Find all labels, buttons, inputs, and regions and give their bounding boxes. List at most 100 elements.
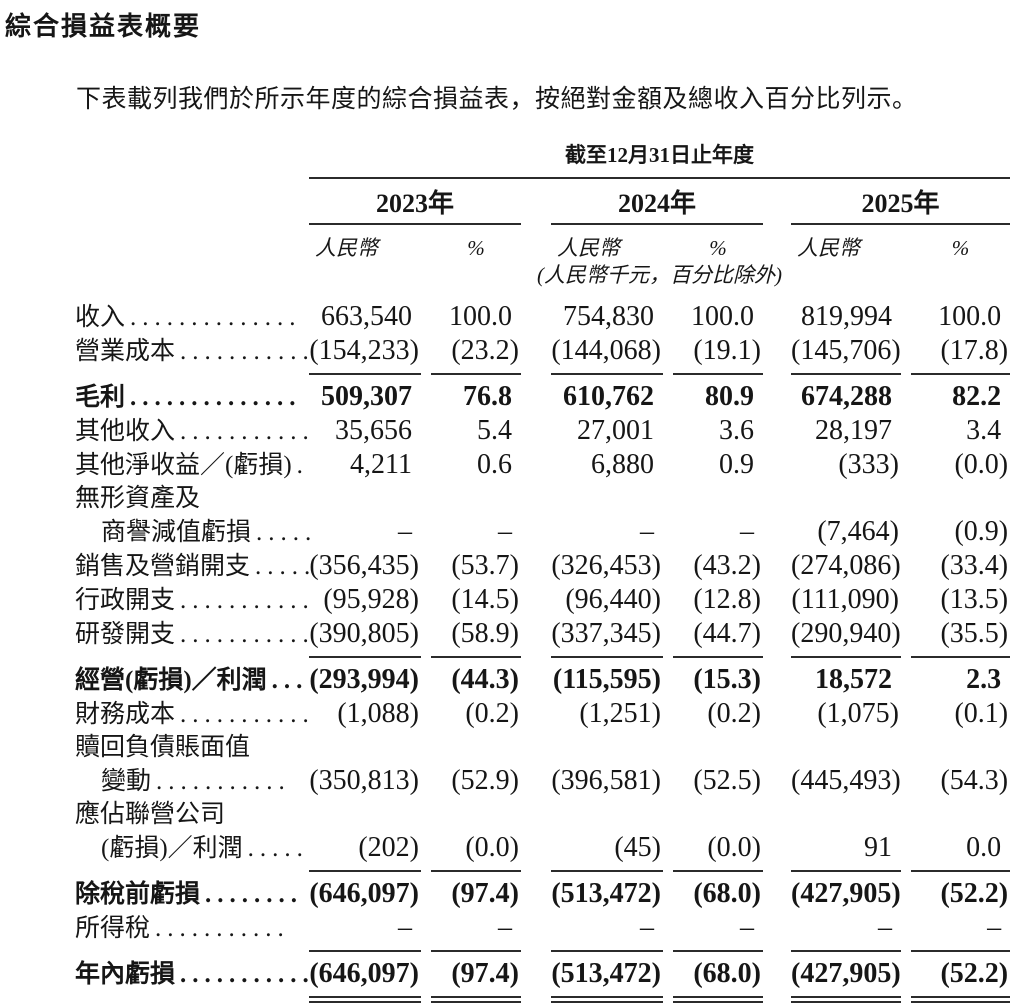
column-gap (763, 831, 791, 871)
column-gap (763, 951, 791, 1000)
dot-leader: . (296, 452, 309, 479)
cell-value: (52.5) (693, 765, 761, 796)
dot-leader: ........ (205, 881, 304, 908)
column-gap (421, 288, 431, 334)
column-gap (521, 831, 551, 871)
column-gap (521, 657, 551, 697)
cell-value: 0.9 (719, 449, 754, 480)
currency-header: 人民幣 (557, 236, 620, 260)
column-gap (421, 764, 431, 798)
cell-value: (58.9) (431, 617, 521, 658)
column-gap (901, 911, 911, 951)
cell-value: (0.0) (954, 449, 1009, 480)
column-gap (663, 448, 673, 482)
cell-value: 0.0 (911, 831, 1011, 872)
row-label-cell: 變動........... (75, 764, 309, 798)
row-label: 年內虧損 (75, 961, 176, 988)
column-gap (521, 764, 551, 798)
cell-value: 0.6 (477, 449, 512, 480)
percent-header: % (467, 236, 485, 260)
cell-value: 3.4 (966, 415, 1002, 446)
header-blank-cell (75, 178, 309, 224)
cell-value: (97.4) (431, 951, 521, 1003)
cell-value: (52.2) (940, 878, 1009, 909)
cell-value: 819,994 (801, 301, 892, 332)
column-gap (421, 334, 431, 374)
column-gap (521, 224, 551, 262)
table-row: 除稅前虧損........ (646,097) (97.4) (513,472) (68… (75, 871, 1010, 911)
column-gap (521, 697, 551, 731)
cell-value: (14.5) (451, 584, 519, 615)
column-gap (421, 831, 431, 871)
row-label: 經營(虧損)／利潤 (75, 667, 267, 694)
column-gap (663, 657, 673, 697)
cell-value: (337,345) (551, 617, 663, 658)
row-label-cell: (虧損)／利潤..... (75, 831, 309, 871)
cell-value: 5.4 (477, 415, 512, 446)
column-gap (663, 911, 673, 951)
dot-leader: ..... (255, 553, 317, 580)
column-gap (521, 617, 551, 657)
table-row: 毛利.............. 509,307 76.8 610,762 80.9 67… (75, 374, 1010, 414)
year-header-2023: 2023年 (309, 178, 521, 225)
dot-leader: ........... (180, 621, 315, 648)
column-gap (421, 617, 431, 657)
cell-value: – (740, 516, 754, 547)
column-gap (521, 515, 551, 549)
column-gap (763, 224, 791, 262)
cell-value: 27,001 (577, 415, 654, 446)
column-gap (901, 334, 911, 374)
percent-header: % (951, 236, 970, 260)
cell-value: (54.3) (940, 765, 1009, 796)
unit-note-row: (人民幣千元，百分比除外) (75, 262, 1010, 288)
cell-value: (12.8) (693, 584, 761, 615)
table-row: 應佔聯營公司 (75, 798, 1010, 831)
column-gap (521, 583, 551, 617)
row-label: 收入 (75, 304, 126, 331)
cell-value: (427,905) (791, 878, 901, 909)
table-row: 變動........... (350,813) (52.9) (396,581) (52… (75, 764, 1010, 798)
column-gap (421, 448, 431, 482)
cell-value: (19.1) (673, 334, 763, 375)
cell-value: 6,880 (591, 449, 654, 480)
row-label-cell: 贖回負債賬面值 (75, 731, 309, 764)
header-blank-cell (75, 224, 309, 262)
row-label-cell: 銷售及營銷開支..... (75, 549, 310, 583)
column-gap (901, 515, 911, 549)
cell-value: (35.5) (911, 617, 1011, 658)
column-gap (663, 414, 673, 448)
column-gap (763, 414, 791, 448)
column-gap (901, 871, 911, 911)
cell-value: – (551, 911, 663, 952)
income-statement-table: 截至12月31日止年度 2023年 2024年 2025年 人民幣 % 人民幣 … (75, 139, 1011, 1003)
row-label: (虧損)／利潤 (101, 835, 243, 862)
cell-value: (396,581) (551, 765, 661, 796)
row-label-cell: 經營(虧損)／利潤... (75, 657, 309, 697)
cell-value: (293,994) (309, 664, 419, 695)
cell-value: – (398, 516, 412, 547)
dot-leader: .............. (130, 304, 302, 331)
dot-leader: ........... (180, 587, 315, 614)
intro-paragraph: 下表載列我們於所示年度的綜合損益表，按絕對金額及總收入百分比列示。 (76, 86, 918, 113)
cell-value: 509,307 (321, 381, 412, 412)
cell-value: 100.0 (938, 301, 1002, 332)
cell-value: (1,251) (579, 698, 661, 729)
cell-value: – (640, 516, 654, 547)
column-gap (763, 334, 791, 374)
cell-value: 674,288 (801, 381, 892, 412)
cell-value: (513,472) (551, 951, 663, 1003)
column-gap (521, 178, 551, 224)
cell-value: (96,440) (565, 584, 661, 615)
dot-leader: ........... (180, 961, 315, 988)
cell-value: 35,656 (335, 415, 412, 446)
header-blank-cell (75, 139, 309, 178)
table-row: 研發開支........... (390,805) (58.9) (337,345)(… (75, 617, 1011, 658)
column-gap (763, 288, 791, 334)
column-gap (763, 764, 791, 798)
dot-leader: ........... (180, 701, 315, 728)
cell-value: (290,940) (791, 617, 901, 658)
cell-value: 2.3 (966, 664, 1002, 695)
cell-value: (1,075) (817, 698, 899, 729)
cell-value: (43.2) (693, 550, 761, 581)
column-gap (663, 871, 673, 911)
